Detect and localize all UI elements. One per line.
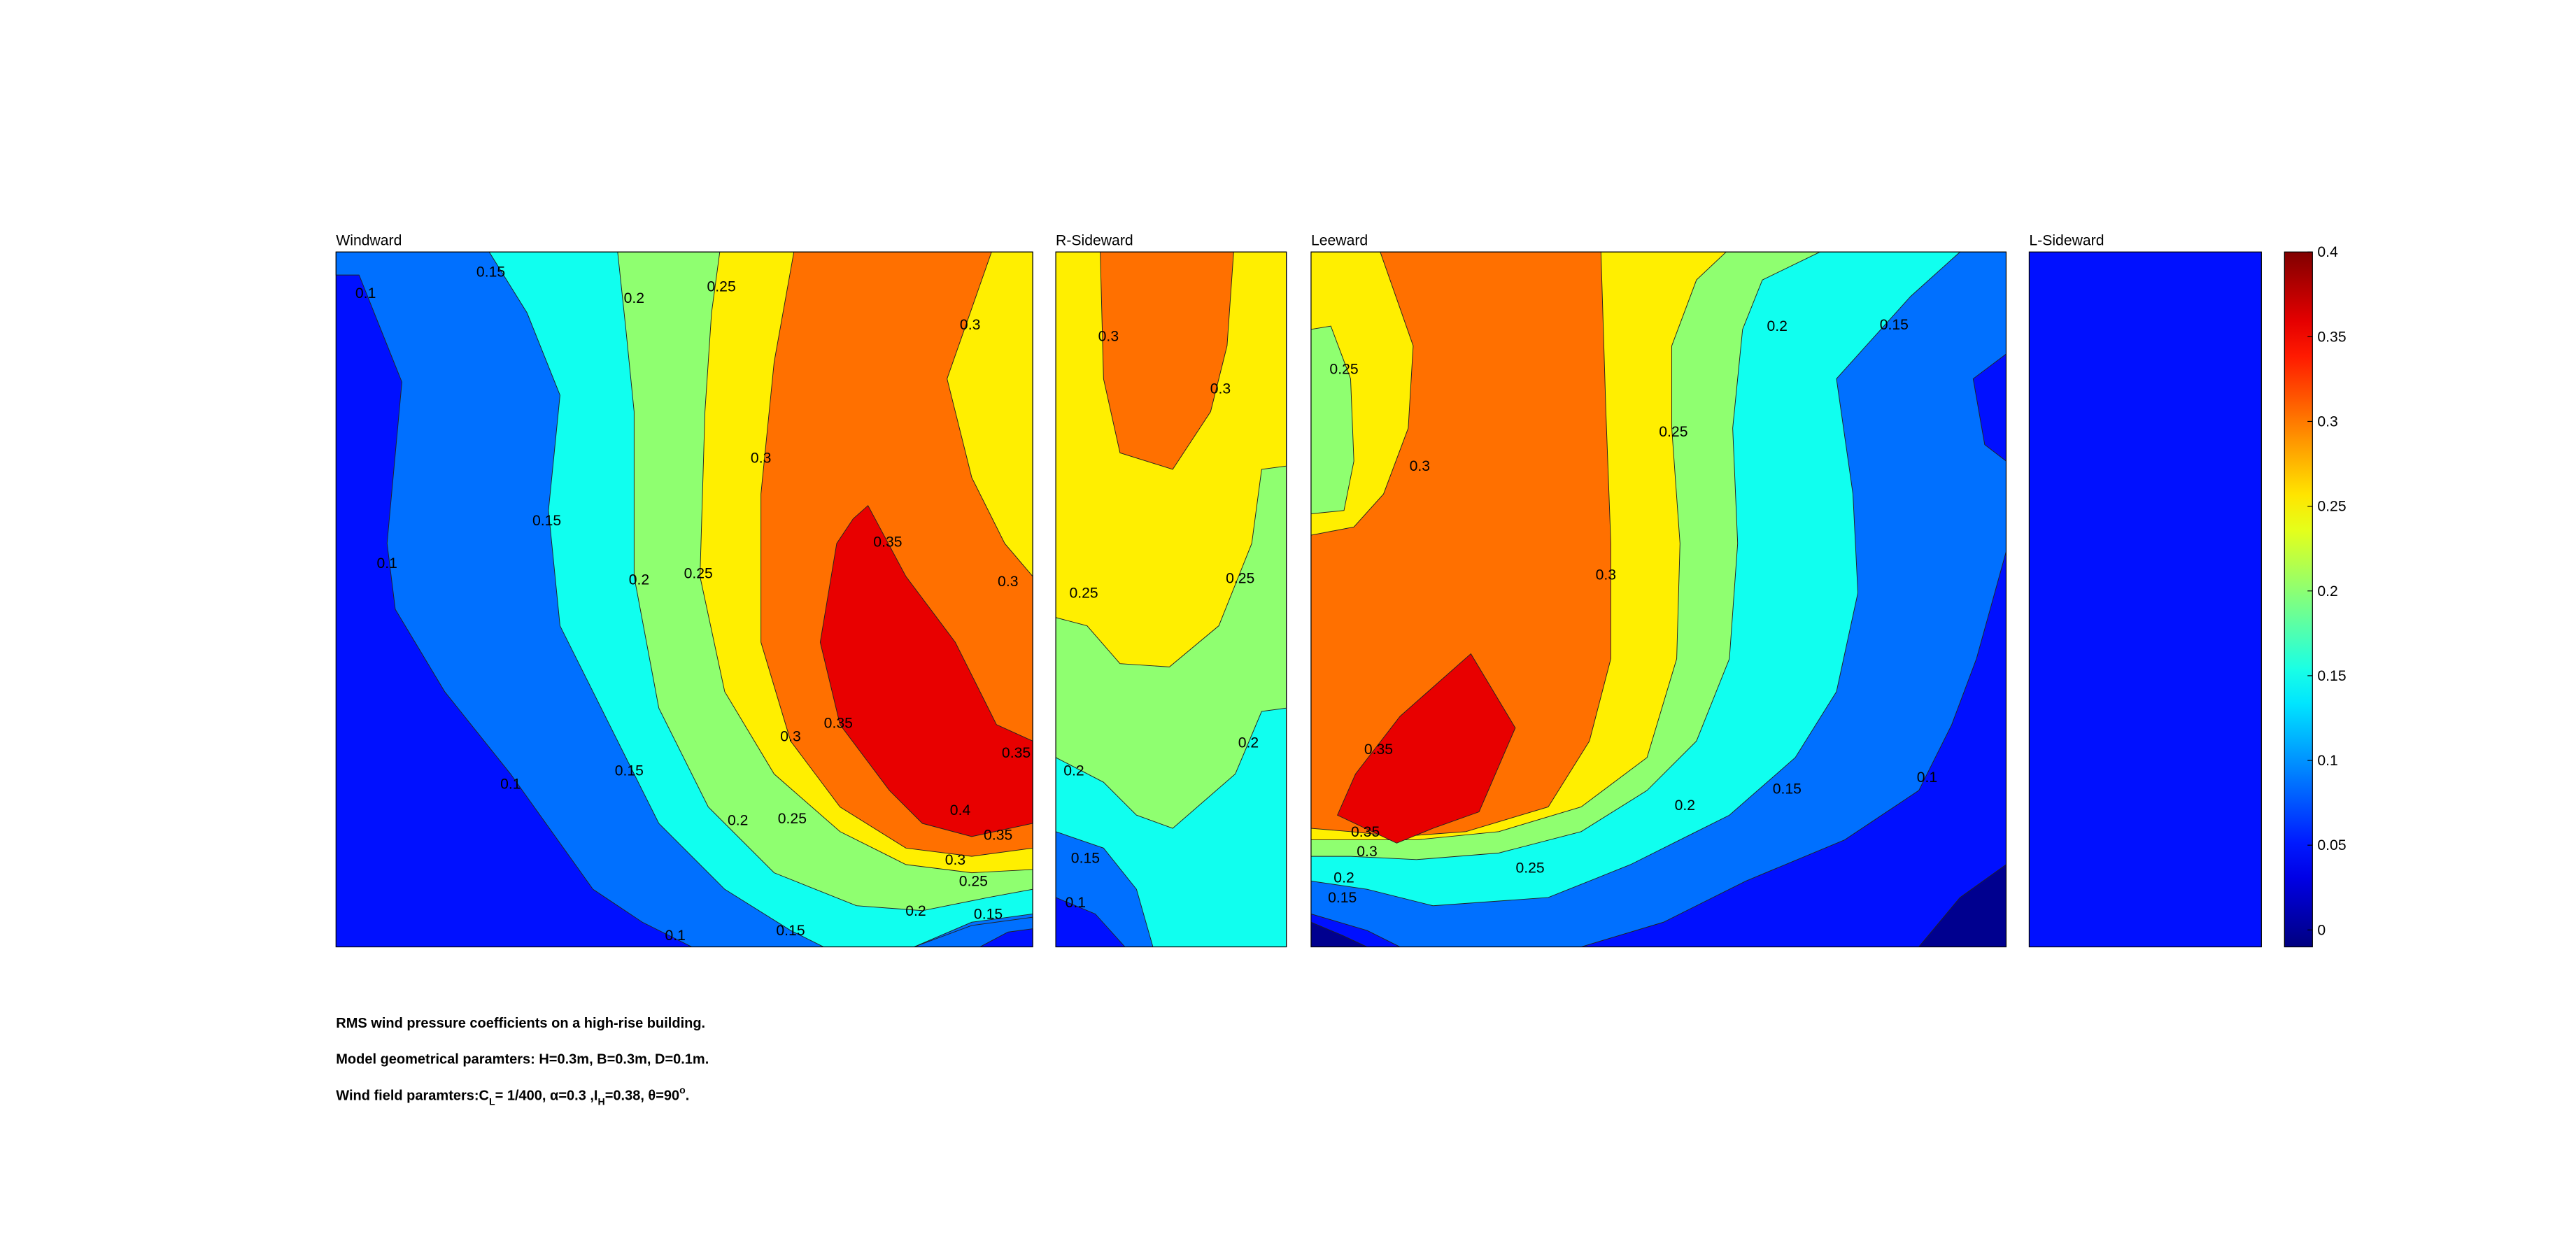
contour-label: 0.15 [532,513,561,529]
contour-label: 0.3 [960,317,980,333]
contour-label: 0.2 [1333,870,1354,886]
contour-label: 0.2 [629,572,649,588]
contour-label: 0.35 [1351,824,1380,840]
contour-label: 0.15 [776,923,805,939]
panel-frame [2028,251,2262,948]
note: RMS wind pressure coefficients on a high… [336,1016,705,1031]
contour-label: 0.3 [1357,844,1377,860]
colorbar-tick-label: 0.15 [2317,668,2346,684]
contour-label: 0.1 [1917,770,1937,786]
contour-label: 0.2 [1675,797,1695,814]
colorbar-tick-label: 0.25 [2317,499,2346,515]
note-part: . [686,1088,690,1103]
panel-frame [1055,251,1287,948]
colorbar-tick-label: 0.05 [2317,837,2346,853]
contour-label: 0.2 [1767,318,1787,334]
contour-label: 0.35 [1002,745,1031,761]
panel-title: Leeward [1311,233,1368,249]
contour-region [1337,653,1516,844]
contour-panel: Windward 0.1 0.1 0.1 0.1 0.15 0.15 0.15 0.15 0.15… [335,233,1033,948]
contour-label: 0.3 [1098,328,1119,344]
contour-region [1100,251,1234,470]
note-sub: H [598,1096,605,1107]
panel-frame [335,251,1033,948]
note-sup: o [679,1084,686,1095]
contour-label: 0.35 [824,715,853,731]
contour-label: 0.2 [624,290,644,306]
contour-label: 0.25 [1329,361,1358,377]
contour-label: 0.25 [1515,860,1544,877]
colorbar-tick-label: 0.4 [2317,244,2338,260]
contour-region [2029,252,2262,947]
note-part: Wind field paramters:C [336,1088,489,1103]
contour-label: 0.3 [1210,381,1231,397]
contour-label: 0.2 [905,903,926,919]
colorbar-tick-label: 0 [2317,922,2326,938]
contour-label: 0.15 [1773,781,1802,797]
contour-label: 0.15 [1880,317,1909,333]
contour-label: 0.3 [780,728,800,744]
contour-label: 0.4 [950,802,971,818]
contour-label: 0.1 [377,555,397,572]
contour-label: 0.1 [665,928,686,944]
panel-frame [1310,251,2007,948]
contour-label: 0.3 [1596,567,1616,583]
contour-label: 0.25 [778,811,807,827]
colorbar [2284,251,2313,948]
contour-panel: L-Sideward [2028,233,2262,948]
contour-panel: Leeward 0.25 0.25 0.25 0.3 0.3 0.3 0.35 0.35 0.2 0… [1310,233,2007,948]
colorbar-tick-label: 0.3 [2317,414,2337,430]
panel-title: L-Sideward [2029,233,2104,249]
colorbar-tick-label: 0.1 [2317,753,2337,769]
contour-panel: R-Sideward 0.3 0.3 0.25 0.25 0.2 0.2 0.15 0.1 [1055,233,1287,948]
contour-label: 0.35 [1364,742,1393,758]
panel-title: Windward [336,233,402,249]
contour-label: 0.25 [959,873,988,889]
contour-label: 0.15 [476,264,505,280]
contour-label: 0.15 [1328,890,1357,906]
colorbar-tick-label: 0.35 [2317,329,2346,345]
colorbar-tick-label: 0.2 [2317,583,2337,600]
contour-label: 0.1 [355,285,376,302]
contour-label: 0.15 [974,907,1003,923]
note-part: = 1/400, α=0.3 ,I [495,1088,598,1103]
note: Model geometrical paramters: H=0.3m, B=0… [336,1052,709,1068]
contour-label: 0.35 [984,828,1012,844]
contour-label: 0.25 [1069,586,1098,602]
contour-label: 0.15 [615,763,644,779]
contour-label: 0.3 [1410,458,1430,474]
contour-region [819,504,1033,837]
note-sub: L [489,1096,495,1107]
contour-label: 0.3 [998,574,1018,590]
note-part: =0.38, θ=90 [605,1088,679,1103]
contour-label: 0.2 [728,812,748,828]
contour-label: 0.3 [945,852,965,868]
contour-label: 0.3 [751,450,771,466]
contour-label: 0.25 [1659,424,1687,440]
contour-label: 0.25 [707,279,736,295]
contour-label: 0.25 [684,565,713,581]
contour-label: 0.25 [1226,570,1254,586]
contour-label: 0.35 [873,534,902,551]
contour-label: 0.1 [1066,895,1086,911]
contour-label: 0.2 [1238,735,1259,751]
note: Wind field paramters:CL= 1/400, α=0.3 ,I… [336,1084,689,1107]
panel-title: R-Sideward [1056,233,1133,249]
contour-label: 0.1 [500,776,521,793]
contour-label: 0.2 [1063,763,1084,779]
contour-label: 0.15 [1071,851,1100,867]
